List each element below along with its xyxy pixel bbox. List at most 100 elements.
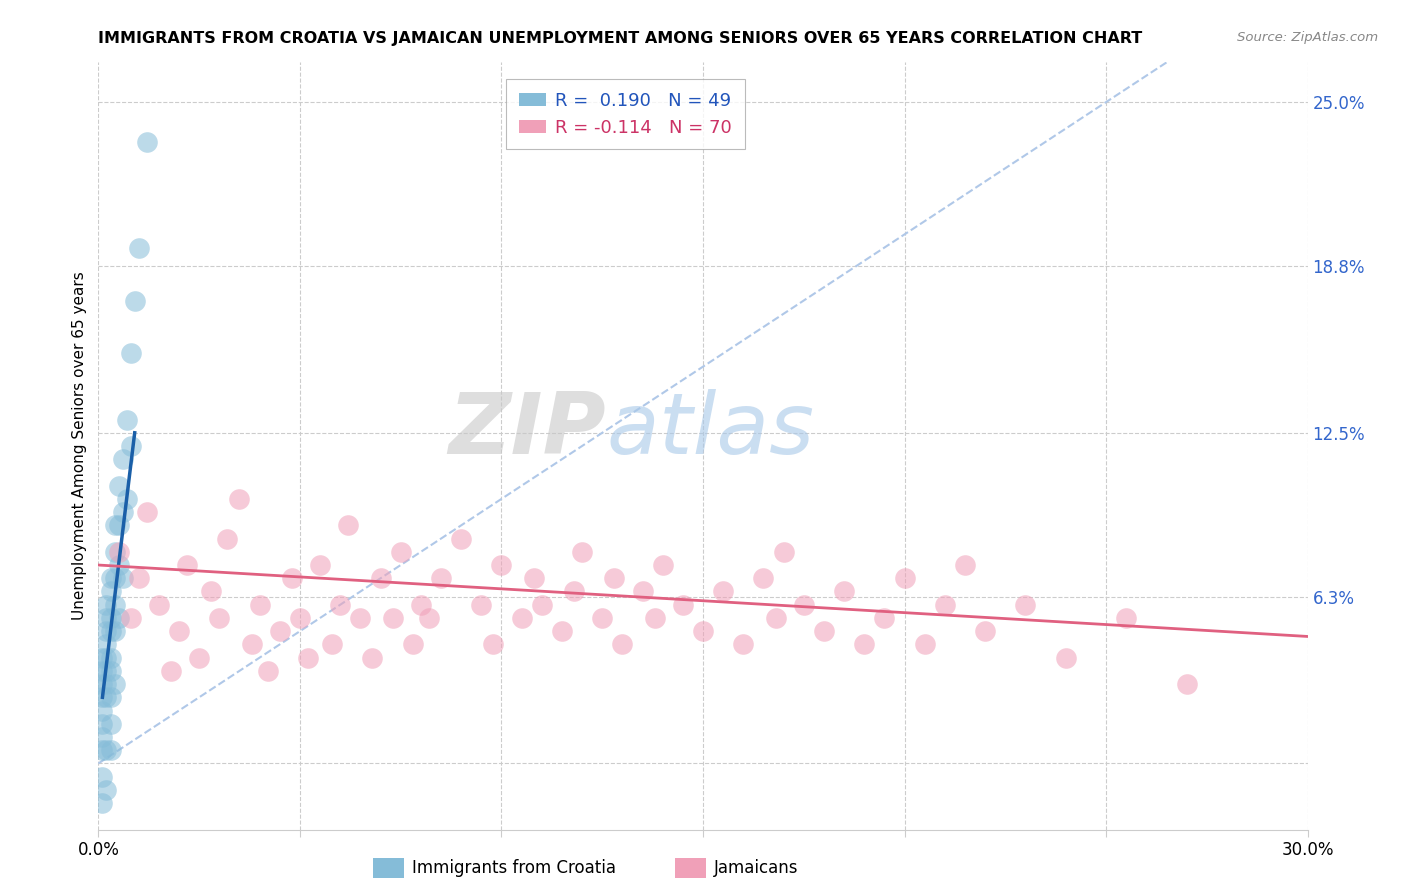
Point <box>402 637 425 651</box>
Point <box>96 664 118 678</box>
Point <box>103 598 125 612</box>
Point <box>1175 677 1198 691</box>
Point <box>100 571 122 585</box>
Point <box>711 584 734 599</box>
Point <box>103 677 125 691</box>
Point <box>167 624 190 639</box>
Point <box>571 545 593 559</box>
Point <box>103 545 125 559</box>
Point <box>418 611 440 625</box>
Point <box>530 598 553 612</box>
Point <box>510 611 533 625</box>
Point <box>200 584 222 599</box>
Point <box>111 505 134 519</box>
Point <box>100 624 122 639</box>
Point <box>96 783 118 797</box>
Text: ZIP: ZIP <box>449 389 606 472</box>
Point <box>612 637 634 651</box>
Point <box>1115 611 1137 625</box>
Point <box>337 518 360 533</box>
Point <box>482 637 505 651</box>
Text: Jamaicans: Jamaicans <box>714 859 799 877</box>
Point <box>115 491 138 506</box>
Point <box>1014 598 1036 612</box>
Point <box>651 558 673 572</box>
Point <box>953 558 976 572</box>
Text: IMMIGRANTS FROM CROATIA VS JAMAICAN UNEMPLOYMENT AMONG SENIORS OVER 65 YEARS COR: IMMIGRANTS FROM CROATIA VS JAMAICAN UNEM… <box>98 31 1143 46</box>
Point <box>100 716 122 731</box>
Text: Source: ZipAtlas.com: Source: ZipAtlas.com <box>1237 31 1378 45</box>
Point <box>249 598 271 612</box>
Y-axis label: Unemployment Among Seniors over 65 years: Unemployment Among Seniors over 65 years <box>72 272 87 620</box>
Point <box>100 690 122 705</box>
Point <box>765 611 787 625</box>
Point <box>91 730 114 744</box>
Point <box>111 452 134 467</box>
Point <box>893 571 915 585</box>
Point <box>329 598 352 612</box>
Point <box>974 624 997 639</box>
Point <box>120 439 142 453</box>
Point <box>873 611 896 625</box>
Point <box>381 611 404 625</box>
Point <box>91 796 114 810</box>
Point <box>349 611 371 625</box>
Point <box>591 611 613 625</box>
Point <box>772 545 794 559</box>
Point <box>692 624 714 639</box>
Point <box>135 135 157 149</box>
Point <box>430 571 453 585</box>
Point <box>91 650 114 665</box>
Point <box>409 598 432 612</box>
Point <box>103 624 125 639</box>
Point <box>96 677 118 691</box>
Point <box>96 743 118 757</box>
Point <box>115 412 138 426</box>
Point <box>240 637 263 651</box>
Point <box>562 584 585 599</box>
Point <box>107 478 129 492</box>
Point <box>96 690 118 705</box>
Point <box>91 704 114 718</box>
Point <box>523 571 546 585</box>
Text: atlas: atlas <box>606 389 814 472</box>
Point <box>103 571 125 585</box>
Point <box>752 571 775 585</box>
Point <box>217 532 239 546</box>
Point <box>631 584 654 599</box>
Point <box>914 637 936 651</box>
Point <box>603 571 626 585</box>
Point <box>120 346 142 360</box>
Point <box>100 650 122 665</box>
Point <box>96 637 118 651</box>
Point <box>124 293 146 308</box>
Text: Immigrants from Croatia: Immigrants from Croatia <box>412 859 616 877</box>
Point <box>91 690 114 705</box>
Point <box>370 571 392 585</box>
Point <box>100 611 122 625</box>
Point <box>281 571 304 585</box>
Point <box>91 770 114 784</box>
Point <box>160 664 183 678</box>
Point <box>491 558 513 572</box>
Legend: R =  0.190   N = 49, R = -0.114   N = 70: R = 0.190 N = 49, R = -0.114 N = 70 <box>506 79 745 150</box>
Point <box>103 518 125 533</box>
Point <box>128 241 150 255</box>
Point <box>128 571 150 585</box>
Point <box>91 743 114 757</box>
Point <box>107 611 129 625</box>
Point <box>288 611 311 625</box>
Point <box>91 664 114 678</box>
Point <box>91 677 114 691</box>
Point <box>107 545 129 559</box>
Point <box>934 598 956 612</box>
Point <box>107 518 129 533</box>
Point <box>733 637 755 651</box>
Point <box>96 624 118 639</box>
Point <box>297 650 319 665</box>
Point <box>96 611 118 625</box>
Point <box>208 611 231 625</box>
Point <box>551 624 574 639</box>
Point <box>107 558 129 572</box>
Point <box>832 584 855 599</box>
